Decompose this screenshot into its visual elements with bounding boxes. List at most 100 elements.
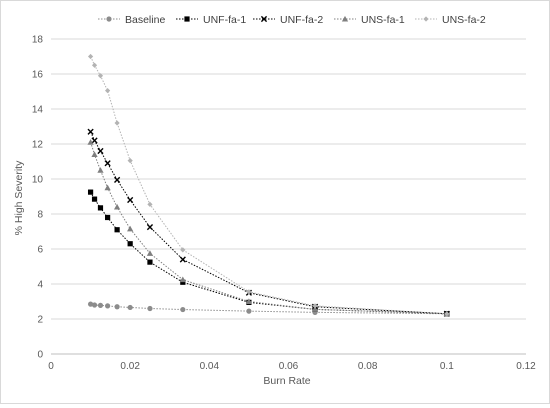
data-point bbox=[104, 184, 111, 191]
y-tick-label: 12 bbox=[32, 140, 44, 151]
series-line bbox=[90, 303, 447, 315]
y-tick-label: 16 bbox=[32, 70, 44, 81]
series-line bbox=[90, 142, 447, 315]
data-point bbox=[312, 303, 318, 309]
data-point bbox=[97, 205, 104, 211]
legend-entry: Baseline bbox=[98, 14, 165, 26]
x-tick-label: 0.04 bbox=[200, 361, 220, 372]
y-tick-label: 0 bbox=[37, 350, 43, 361]
data-point bbox=[127, 196, 134, 204]
data-point bbox=[127, 304, 133, 311]
legend-marker bbox=[341, 15, 349, 22]
legend-label: UNS-fa-1 bbox=[361, 14, 405, 26]
data-point bbox=[245, 298, 253, 304]
data-point bbox=[114, 304, 120, 310]
legend: Baseline UNF-fa-1 UNF-fa-2 UNS-fa-1 UNS-fa-2 bbox=[98, 14, 486, 26]
x-marker-stroke bbox=[179, 256, 186, 263]
data-point bbox=[146, 250, 154, 256]
y-tick-label: 10 bbox=[32, 175, 44, 186]
data-point bbox=[87, 139, 94, 145]
legend-marker bbox=[106, 16, 112, 22]
data-point bbox=[146, 224, 154, 231]
x-marker-stroke bbox=[87, 128, 94, 135]
data-point bbox=[91, 151, 98, 157]
y-tick-label: 4 bbox=[37, 280, 43, 291]
data-point bbox=[127, 241, 133, 247]
data-point bbox=[97, 73, 104, 79]
legend-label: Baseline bbox=[125, 14, 165, 26]
data-point bbox=[179, 256, 186, 263]
series-line bbox=[90, 191, 447, 315]
data-point bbox=[444, 311, 450, 317]
data-point bbox=[246, 308, 252, 314]
x-tick-label: 0.06 bbox=[279, 361, 299, 372]
series-line bbox=[90, 56, 447, 315]
data-point bbox=[311, 306, 319, 312]
x-marker-stroke bbox=[97, 147, 104, 155]
data-point bbox=[147, 259, 153, 265]
data-point bbox=[91, 62, 98, 68]
series-unf-fa-2 bbox=[87, 128, 450, 317]
data-point bbox=[91, 196, 98, 202]
data-point bbox=[104, 160, 111, 167]
x-marker-stroke bbox=[260, 15, 268, 23]
axes: 0 2 4 6 8 10 12 14 16 18 0 0.02 0.04 0.06 0.08 0.1 0.12 bbox=[32, 35, 536, 373]
y-tick-label: 2 bbox=[37, 315, 43, 326]
x-tick-label: 0.08 bbox=[358, 361, 378, 372]
gridlines bbox=[51, 38, 526, 355]
x-tick-label: 0.12 bbox=[516, 361, 536, 372]
legend-entry: UNF-fa-1 bbox=[176, 14, 246, 26]
data-point bbox=[127, 158, 133, 164]
data-point bbox=[87, 53, 94, 60]
data-point bbox=[113, 203, 121, 210]
y-tick-label: 18 bbox=[32, 35, 44, 46]
data-point bbox=[97, 302, 104, 308]
legend-entry: UNF-fa-2 bbox=[253, 14, 323, 26]
series-layer bbox=[87, 53, 450, 317]
y-tick-label: 8 bbox=[37, 210, 43, 221]
y-tick-label: 6 bbox=[37, 245, 43, 256]
y-axis-title: % High Severity bbox=[13, 160, 25, 235]
legend-marker bbox=[260, 15, 268, 23]
data-point bbox=[105, 303, 111, 309]
data-point bbox=[87, 128, 94, 135]
data-point bbox=[147, 201, 153, 207]
data-point bbox=[246, 289, 252, 295]
data-point bbox=[87, 301, 94, 307]
legend-label: UNS-fa-2 bbox=[442, 14, 486, 26]
series-uns-fa-2 bbox=[87, 53, 450, 317]
x-marker-stroke bbox=[91, 137, 98, 144]
data-point bbox=[180, 279, 186, 285]
data-point bbox=[114, 227, 120, 233]
x-marker-stroke bbox=[127, 196, 134, 204]
data-point bbox=[114, 120, 120, 126]
data-point bbox=[179, 276, 186, 283]
x-marker-stroke bbox=[104, 160, 111, 167]
data-point bbox=[97, 167, 104, 173]
data-point bbox=[147, 305, 153, 312]
legend-entry: UNS-fa-2 bbox=[415, 14, 486, 26]
legend-marker bbox=[423, 16, 429, 22]
legend-entry: UNS-fa-1 bbox=[334, 14, 405, 26]
data-point bbox=[127, 225, 134, 232]
data-point bbox=[105, 88, 111, 94]
data-point bbox=[87, 189, 94, 195]
legend-label: UNF-fa-2 bbox=[280, 14, 323, 26]
data-point bbox=[114, 176, 121, 183]
x-tick-label: 0.02 bbox=[120, 361, 140, 372]
legend-label: UNF-fa-1 bbox=[203, 14, 246, 26]
data-point bbox=[91, 302, 98, 308]
x-tick-label: 0.1 bbox=[440, 361, 454, 372]
data-point bbox=[97, 147, 104, 155]
data-point bbox=[180, 306, 186, 313]
x-tick-label: 0 bbox=[48, 361, 54, 372]
legend-marker bbox=[184, 16, 190, 22]
series-line bbox=[90, 131, 447, 315]
data-point bbox=[105, 214, 111, 221]
x-marker-stroke bbox=[146, 224, 154, 231]
x-marker-stroke bbox=[114, 176, 121, 183]
y-tick-label: 14 bbox=[32, 105, 44, 116]
series-uns-fa-1 bbox=[87, 139, 450, 317]
